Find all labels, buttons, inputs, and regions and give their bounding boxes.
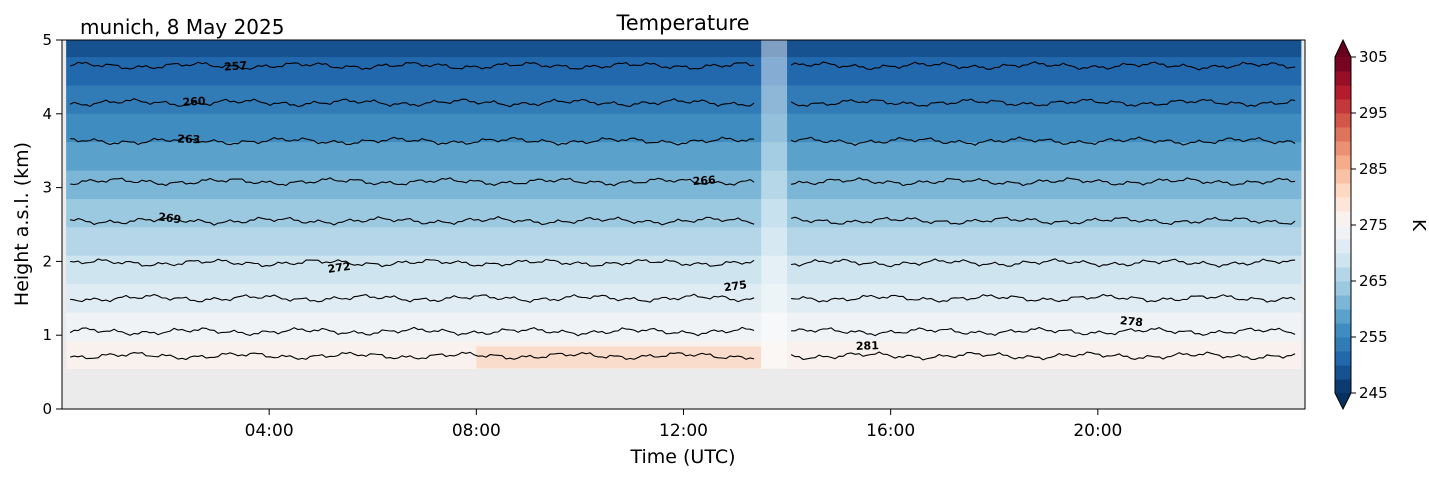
x-tick-label: 16:00	[866, 421, 915, 441]
isotherm-275	[70, 293, 755, 303]
isotherm-266	[70, 177, 755, 187]
colorbar-segment-22	[1335, 71, 1351, 86]
colorbar-segment-4	[1335, 323, 1351, 338]
colorbar-tick-label: 255	[1359, 328, 1388, 346]
temperature-band-1	[66, 57, 1302, 87]
isotherm-263	[70, 136, 755, 146]
colorbar-tick-label: 305	[1359, 48, 1388, 66]
isotherm-269	[790, 216, 1296, 226]
x-tick-label: 08:00	[452, 421, 501, 441]
chart-subtitle: munich, 8 May 2025	[80, 15, 284, 39]
colorbar-tick-label: 275	[1359, 216, 1388, 234]
x-tick-label: 12:00	[659, 421, 708, 441]
colorbar-label: K	[1408, 219, 1429, 232]
isotherm-263	[790, 136, 1296, 147]
colorbar-segment-5	[1335, 309, 1351, 324]
temperature-band-8	[66, 255, 1302, 285]
isotherm-label-281: 281	[856, 339, 879, 353]
isotherm-278	[69, 326, 755, 337]
isotherm-257	[69, 61, 755, 71]
colorbar-segment-8	[1335, 267, 1351, 282]
temperature-band-10	[66, 312, 1302, 342]
isotherm-label-263: 263	[177, 132, 200, 146]
isotherm-272	[791, 258, 1296, 268]
colorbar-segment-7	[1335, 281, 1351, 296]
temperature-band-5	[66, 170, 1302, 200]
colorbar: 305 295 285 275 265 255 245 K	[1334, 38, 1429, 411]
colorbar-segment-1	[1335, 365, 1351, 380]
x-tick-label: 04:00	[245, 421, 294, 441]
colorbar-tick-label: 285	[1359, 160, 1388, 178]
isotherm-257	[790, 61, 1296, 71]
isotherm-260	[69, 98, 755, 108]
y-tick-label: 4	[42, 105, 52, 123]
chart-title: Temperature	[615, 11, 749, 35]
isotherm-278	[791, 326, 1296, 337]
colorbar-segment-6	[1335, 295, 1351, 310]
isotherm-label-257: 257	[224, 59, 248, 74]
colorbar-segment-16	[1335, 155, 1351, 170]
colorbar-segment-3	[1335, 337, 1351, 352]
y-tick-label: 3	[42, 179, 52, 197]
colorbar-segment-14	[1335, 183, 1351, 198]
isotherm-260	[790, 98, 1296, 107]
y-axis: 0 1 2 3 4 5	[42, 31, 62, 418]
colorbar-segment-17	[1335, 141, 1351, 156]
isotherm-label-275: 275	[723, 278, 748, 294]
isotherm-label-269: 269	[157, 210, 182, 226]
colorbar-segment-12	[1335, 211, 1351, 226]
isotherm-281	[69, 351, 755, 361]
colorbar-tick-label: 295	[1359, 104, 1388, 122]
colorbar-segment-15	[1335, 169, 1351, 184]
colorbar-segment-20	[1335, 99, 1351, 114]
colorbar-tick-label: 265	[1359, 272, 1388, 290]
isotherm-lines	[69, 61, 1296, 361]
temperature-band-0	[66, 40, 1302, 58]
isotherm-labels: 257 260 263 266 269 272 275 278 281	[157, 59, 1143, 353]
y-axis-label: Height a.s.l. (km)	[11, 142, 33, 306]
temperature-band-3	[66, 113, 1302, 143]
missing-data-gap	[761, 40, 788, 369]
isotherm-label-272: 272	[327, 260, 352, 276]
warm-surface-patch	[476, 346, 762, 369]
colorbar-tick-label: 245	[1359, 384, 1388, 402]
temperature-band-6	[66, 198, 1302, 228]
x-axis-label: Time (UTC)	[629, 446, 735, 468]
isotherm-266	[791, 177, 1296, 187]
temperature-band-9	[66, 284, 1302, 314]
temperature-fill	[66, 40, 1302, 370]
isotherm-275	[791, 293, 1296, 303]
temperature-band-7	[66, 227, 1302, 257]
colorbar-fill	[1335, 57, 1351, 394]
colorbar-extend-min	[1335, 393, 1351, 409]
y-tick-label: 5	[42, 31, 52, 49]
colorbar-extend-max	[1335, 40, 1351, 57]
y-tick-label: 0	[42, 400, 52, 418]
colorbar-ticks: 305 295 285 275 265 255 245	[1351, 48, 1388, 402]
colorbar-segment-10	[1335, 239, 1351, 254]
x-tick-label: 20:00	[1073, 421, 1122, 441]
isotherm-272	[70, 258, 755, 268]
isotherm-label-266: 266	[692, 173, 716, 188]
colorbar-segment-19	[1335, 113, 1351, 128]
isotherm-269	[69, 215, 755, 226]
isotherm-281	[790, 351, 1296, 361]
colorbar-segment-9	[1335, 253, 1351, 268]
colorbar-segment-11	[1335, 225, 1351, 240]
temperature-band-4	[66, 142, 1302, 172]
colorbar-segment-21	[1335, 85, 1351, 100]
colorbar-segment-18	[1335, 127, 1351, 142]
x-axis: 04:00 08:00 12:00 16:00 20:00	[245, 409, 1122, 441]
isotherm-label-278: 278	[1119, 314, 1143, 329]
temperature-band-2	[66, 85, 1302, 115]
y-tick-label: 2	[42, 252, 52, 270]
isotherm-label-260: 260	[182, 94, 206, 109]
colorbar-segment-23	[1335, 57, 1351, 72]
colorbar-segment-13	[1335, 197, 1351, 212]
y-tick-label: 1	[42, 326, 52, 344]
colorbar-segment-0	[1335, 379, 1351, 394]
colorbar-segment-2	[1335, 351, 1351, 366]
